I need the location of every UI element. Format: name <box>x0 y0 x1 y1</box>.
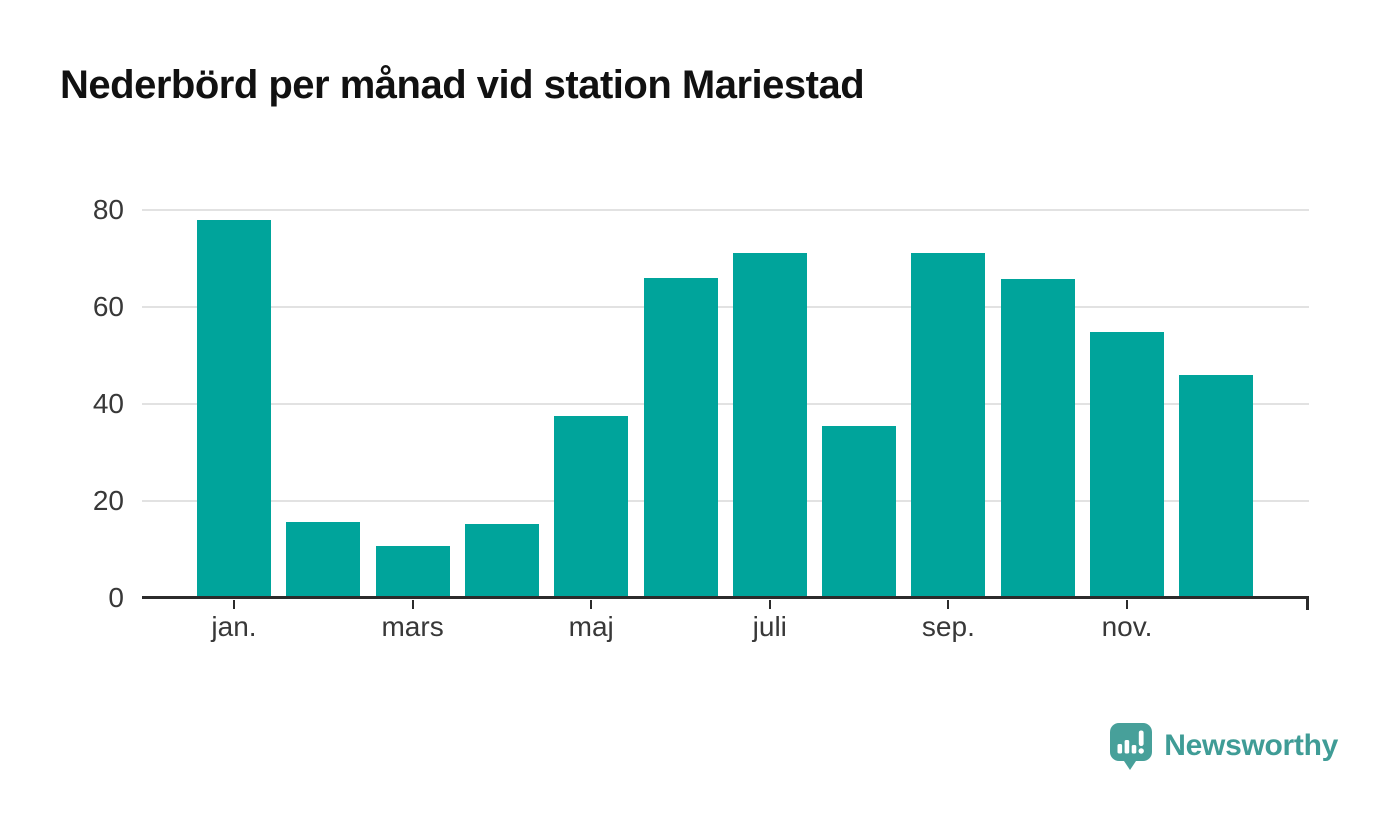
x-tick-mark <box>768 600 771 609</box>
y-tick-label: 20 <box>92 484 124 516</box>
x-tick-label: maj <box>568 611 614 642</box>
x-tick-mark <box>411 600 414 609</box>
y-tick-label: 60 <box>92 290 124 322</box>
bar-month-5 <box>554 416 629 596</box>
newsworthy-logo-text: Newsworthy <box>1164 729 1338 762</box>
bar-month-1 <box>197 219 271 596</box>
gridline <box>142 402 1309 405</box>
bar-month-2 <box>286 521 361 596</box>
x-axis-end-tick <box>1305 596 1309 610</box>
x-tick-mark <box>233 600 235 609</box>
y-tick-label: 40 <box>92 387 124 419</box>
bar-month-11 <box>1090 331 1164 596</box>
bar-chart-plot-area: 0 20 40 60 80 jan. mars maj juli sep. nov. <box>92 194 1309 642</box>
bar-month-10 <box>1000 278 1075 596</box>
newsworthy-logo-icon <box>1110 722 1153 770</box>
gridline <box>142 209 1309 211</box>
x-tick-label: juli <box>752 611 787 642</box>
bar-month-7 <box>732 253 807 596</box>
bar-month-9 <box>911 253 986 596</box>
gridline <box>142 499 1309 502</box>
x-axis-line <box>142 596 1309 599</box>
gridline <box>142 305 1309 308</box>
y-tick-label: 0 <box>108 581 124 613</box>
x-tick-label: mars <box>381 611 444 642</box>
chart-title: Nederbörd per månad vid station Mariesta… <box>60 63 865 107</box>
bar-month-3 <box>375 545 450 596</box>
bar-month-4 <box>464 524 539 596</box>
x-tick-mark <box>1126 600 1128 609</box>
x-tick-label: jan. <box>211 611 257 642</box>
y-tick-label: 80 <box>92 194 124 225</box>
bar-month-12 <box>1179 374 1254 596</box>
newsworthy-logo: Newsworthy <box>1109 721 1338 771</box>
x-tick-mark <box>590 600 593 609</box>
bar-month-8 <box>822 425 897 596</box>
x-tick-mark <box>947 600 950 609</box>
bar-month-6 <box>643 277 718 596</box>
x-tick-label: nov. <box>1101 611 1153 642</box>
x-tick-label: sep. <box>921 611 975 642</box>
